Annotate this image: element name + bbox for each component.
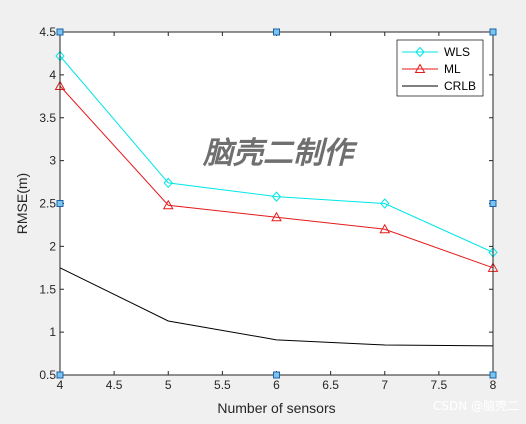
y-tick-label: 0.5 [39, 368, 56, 382]
series-line-ml [59, 85, 494, 269]
x-tick-label: 7.5 [431, 378, 448, 392]
x-axis-label: Number of sensors [217, 400, 335, 416]
x-tick-label: 4.5 [106, 378, 123, 392]
y-tick-label: 3.5 [39, 111, 56, 125]
x-tick-label: 5.5 [214, 378, 231, 392]
y-axis-label: RMSE(m) [14, 173, 30, 234]
y-tick-label: 1.5 [39, 282, 56, 296]
legend-marker-wls [415, 46, 425, 58]
x-tick-label: 4 [57, 378, 64, 392]
data-point-ml [379, 223, 391, 234]
legend: WLS ML CRLB [396, 39, 484, 97]
selection-handle [56, 200, 64, 207]
credit-watermark: CSDN @脑壳二 [433, 399, 519, 413]
data-point-ml [271, 211, 282, 222]
legend-label-wls: WLS [444, 45, 470, 59]
data-point-wls [380, 198, 390, 209]
selection-handle [489, 28, 497, 36]
y-tick-label: 1 [49, 325, 56, 339]
selection-handle [489, 371, 497, 379]
series [54, 50, 499, 347]
data-point-wls [163, 177, 173, 189]
selection-handle [56, 28, 64, 36]
legend-box [396, 39, 484, 97]
y-tick-label: 4.5 [39, 25, 56, 39]
x-tick-label: 6.5 [322, 378, 339, 392]
ticks: 4 4.5 5 5.5 6 6.5 7 7.5 8 0.5 1 1.5 2 2.5 3 3.5 4 4.5 [39, 25, 496, 392]
legend-marker-ml [414, 63, 426, 73]
data-point-ml [162, 199, 174, 210]
x-tick-label: 7 [381, 378, 388, 392]
legend-label-ml: ML [444, 62, 461, 76]
y-tick-label: 4 [49, 68, 56, 82]
selection-handle [273, 28, 280, 36]
x-tick-label: 6 [273, 378, 280, 392]
y-tick-label: 3 [49, 154, 56, 168]
y-tick-label: 2.5 [39, 197, 56, 211]
legend-label-crlb: CRLB [444, 79, 476, 93]
x-tick-label: 8 [490, 378, 497, 392]
selection-handle [489, 200, 497, 207]
selection-handle [273, 371, 280, 379]
x-tick-label: 5 [165, 378, 172, 392]
selection-handles [56, 28, 497, 379]
series-line-wls [59, 55, 494, 253]
y-tick-label: 2 [49, 239, 56, 253]
chart-annotation: 脑壳二制作 [202, 136, 358, 171]
data-point-wls [271, 191, 282, 202]
selection-handle [56, 371, 64, 379]
series-line-crlb [59, 267, 494, 347]
